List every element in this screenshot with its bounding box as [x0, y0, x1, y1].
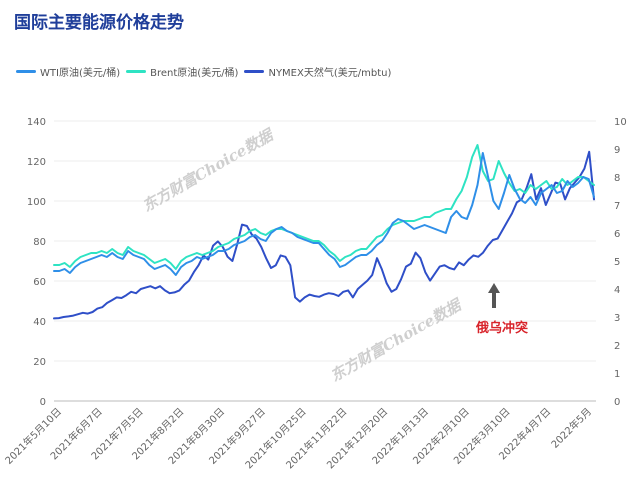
y-right-tick-label: 4 [614, 285, 620, 296]
watermark-text: 东方财富Choice数据 [327, 295, 466, 386]
annotation-label: 俄乌冲突 [475, 320, 528, 336]
series-line-brent [53, 144, 595, 270]
y-left-tick-label: 40 [33, 317, 46, 328]
legend-label-nymex: NYMEX天然气(美元/mbtu) [268, 68, 392, 79]
legend-label-brent: Brent原油(美元/桶) [150, 68, 239, 79]
annotation-arrow-shaft [492, 292, 496, 308]
y-right-tick-label: 7 [614, 201, 620, 212]
legend-item-nymex[interactable]: NYMEX天然气(美元/mbtu) [244, 64, 391, 79]
annotation-group: 俄乌冲突 [475, 283, 528, 336]
y-right-tick-label: 0 [614, 397, 620, 408]
y-left-tick-label: 60 [33, 277, 46, 288]
y-right-tick-label: 2 [614, 341, 620, 352]
watermark-text: 东方财富Choice数据 [139, 125, 278, 216]
y-left-tick-label: 0 [40, 397, 46, 408]
y-right-tick-label: 9 [614, 145, 620, 156]
y-left-tick-label: 140 [27, 117, 46, 128]
y-right-tick-label: 1 [614, 369, 620, 380]
y-right-tick-label: 5 [614, 257, 620, 268]
y-right-tick-label: 8 [614, 173, 620, 184]
series-group [53, 144, 595, 320]
y-right-tick-label: 6 [614, 229, 620, 240]
x-axis: 2021年5月10日2021年6月7日2021年7月5日2021年8月2日202… [2, 405, 594, 471]
chart-title: 国际主要能源价格走势 [14, 13, 184, 33]
y-right-tick-label: 3 [614, 313, 620, 324]
y-left-tick-label: 80 [33, 237, 46, 248]
legend-swatch-nymex [244, 70, 265, 73]
series-line-wti [53, 152, 595, 276]
series-line-nymex [53, 150, 595, 320]
y-left-tick-label: 20 [33, 357, 46, 368]
legend-swatch-brent [126, 70, 147, 73]
y-left-tick-label: 100 [27, 197, 46, 208]
legend-item-brent[interactable]: Brent原油(美元/桶) [126, 64, 238, 79]
y-axis-left: 0 20 40 60 80 100 120 140 [27, 117, 46, 408]
grid-lines [54, 120, 596, 402]
chart-legend: WTI原油(美元/桶) Brent原油(美元/桶) NYMEX天然气(美元/mb… [16, 64, 391, 79]
legend-swatch-wti [16, 70, 36, 73]
annotation-arrow-head [488, 283, 500, 293]
y-right-tick-label: 10 [614, 117, 627, 128]
legend-label-wti: WTI原油(美元/桶) [40, 68, 121, 79]
y-axis-right: 0 1 2 3 4 5 6 7 8 9 10 [614, 117, 627, 408]
y-left-tick-label: 120 [27, 157, 46, 168]
x-tick-label: 2022年5月 [548, 405, 594, 451]
legend-item-wti[interactable]: WTI原油(美元/桶) [16, 64, 120, 79]
